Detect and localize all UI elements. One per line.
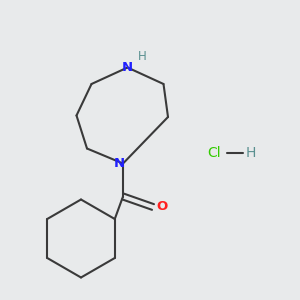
Text: O: O: [156, 200, 168, 213]
Text: H: H: [137, 50, 146, 63]
Text: N: N: [114, 157, 125, 170]
Text: N: N: [122, 61, 133, 74]
Text: Cl: Cl: [208, 146, 221, 160]
Text: H: H: [245, 146, 256, 160]
